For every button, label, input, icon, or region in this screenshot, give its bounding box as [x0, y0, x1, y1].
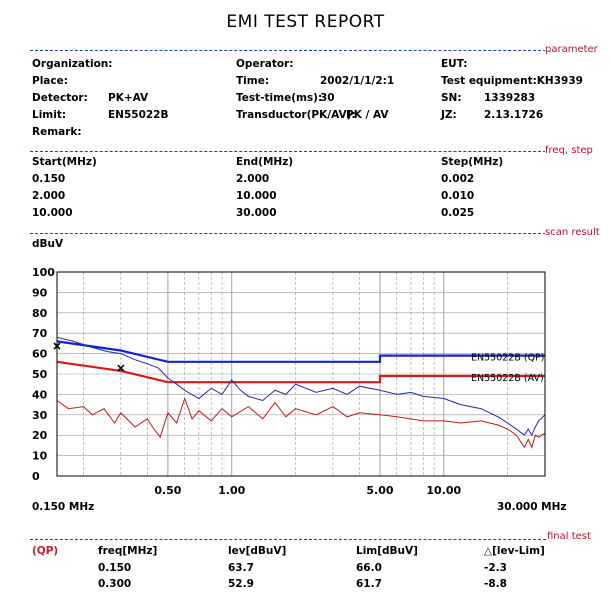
final-limit-header: Lim[dBuV] [356, 545, 418, 557]
transductor-label: Transductor(PK/AV): [236, 109, 356, 121]
y-tick-label: 40 [32, 388, 48, 401]
scan-result-divider [30, 233, 571, 234]
y-tick-label: 60 [32, 348, 48, 361]
test-equipment-label: Test equipment:KH3939 [441, 75, 583, 87]
final-row-limit: 66.0 [356, 562, 382, 574]
y-tick-label: 0 [32, 470, 40, 483]
eut-label: EUT: [441, 58, 468, 70]
final-row-delta: -8.8 [484, 578, 507, 590]
x-tick-label: 10.00 [426, 484, 461, 497]
organization-label: Organization: [32, 58, 113, 70]
step-header: Step(MHz) [441, 156, 504, 168]
start-header: Start(MHz) [32, 156, 97, 168]
av-scan-trace [56, 396, 546, 449]
y-tick-label: 20 [32, 429, 48, 442]
y-tick-label: 10 [32, 450, 48, 463]
final-row-limit: 61.7 [356, 578, 382, 590]
parameter-divider [30, 50, 571, 51]
final-row-freq: 0.300 [98, 578, 132, 590]
freq-row-step: 0.025 [441, 207, 475, 219]
final-row-level: 52.9 [228, 578, 254, 590]
y-tick-label: 90 [32, 286, 48, 299]
y-axis-unit: dBuV [32, 238, 64, 250]
av-limit-line [56, 360, 545, 384]
freq-row-end: 30.000 [236, 207, 277, 219]
y-tick-label: 70 [32, 327, 48, 340]
x-start-label: 0.150 MHz [32, 501, 95, 513]
x-tick-label: 0.50 [154, 484, 181, 497]
end-header: End(MHz) [236, 156, 294, 168]
test-time-value: 30 [320, 92, 335, 104]
report-title: EMI TEST REPORT [226, 12, 385, 32]
plot-frame [56, 271, 546, 477]
place-label: Place: [32, 75, 68, 87]
operator-label: Operator: [236, 58, 294, 70]
freq-row-start: 10.000 [32, 207, 73, 219]
scan-result-section-tag: scan result [545, 227, 600, 238]
freq-row-start: 0.150 [32, 173, 66, 185]
x-tick-label: 1.00 [218, 484, 245, 497]
remark-label: Remark: [32, 126, 82, 138]
freq-row-step: 0.010 [441, 190, 475, 202]
freq-row-step: 0.002 [441, 173, 475, 185]
jz-label: JZ: [441, 109, 457, 121]
detector-qp-label: (QP) [32, 545, 59, 557]
limit-value: EN55022B [108, 109, 169, 121]
qp-limit-label: EN55022B (QP) [471, 353, 545, 364]
final-row-level: 63.7 [228, 562, 254, 574]
final-test-section-tag: final test [547, 531, 591, 542]
av-limit-label: EN55022B (AV) [471, 373, 544, 384]
time-value: 2002/1/1/2:1 [320, 75, 395, 87]
final-test-marker [117, 364, 125, 372]
freq-step-section-tag: freq, step [545, 145, 593, 156]
final-row-delta: -2.3 [484, 562, 507, 574]
detector-label: Detector: [32, 92, 88, 104]
qp-limit-line [56, 340, 545, 363]
y-tick-label: 30 [32, 409, 48, 422]
freq-row-start: 2.000 [32, 190, 66, 202]
detector-value: PK+AV [108, 92, 149, 104]
jz-value: 2.13.1726 [484, 109, 544, 121]
limit-label: Limit: [32, 109, 67, 121]
y-tick-label: 100 [32, 266, 55, 279]
final-level-header: lev[dBuV] [228, 545, 287, 557]
final-test-divider [30, 539, 571, 540]
final-delta-header: △[lev-Lim] [484, 545, 545, 557]
emi-chart: 0 10 20 30 40 50 60 70 80 90 100 0.50 1.00 5.00 10.00 E… [32, 266, 546, 497]
freq-step-divider [30, 151, 571, 152]
y-tick-label: 80 [32, 307, 48, 320]
transductor-value: PK / AV [346, 109, 389, 121]
parameter-section-tag: parameter [545, 44, 598, 55]
time-label: Time: [236, 75, 270, 87]
test-time-label: Test-time(ms): [236, 92, 323, 104]
pk-scan-trace [56, 336, 546, 437]
x-end-label: 30.000 MHz [497, 501, 567, 513]
final-row-freq: 0.150 [98, 562, 132, 574]
y-tick-label: 50 [32, 368, 48, 381]
x-tick-label: 5.00 [366, 484, 393, 497]
freq-row-end: 2.000 [236, 173, 270, 185]
sn-label: SN: [441, 92, 462, 104]
freq-row-end: 10.000 [236, 190, 277, 202]
final-freq-header: freq[MHz] [98, 545, 158, 557]
sn-value: 1339283 [484, 92, 536, 104]
